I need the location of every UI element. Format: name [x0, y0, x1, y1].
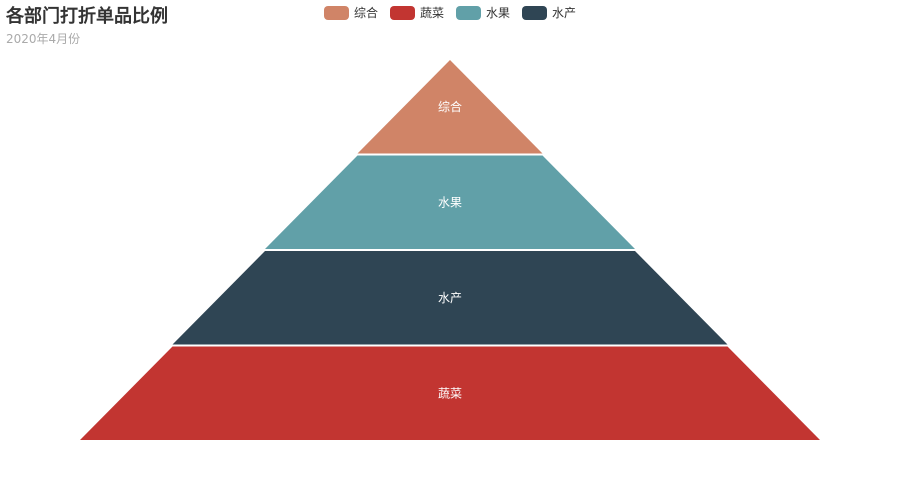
legend-label-zonghe: 综合 [353, 6, 378, 20]
legend: 综合 蔬菜 水果 水产 [0, 4, 900, 21]
legend-item-zonghe[interactable]: 综合 [323, 4, 378, 21]
legend-label-shuiguo: 水果 [486, 6, 511, 20]
chart-subtitle: 2020年4月份 [6, 32, 81, 46]
funnel-label-zonghe: 综合 [438, 99, 462, 114]
funnel-segment-zonghe[interactable] [357, 60, 543, 154]
legend-label-shucai: 蔬菜 [419, 6, 444, 20]
legend-swatch-zonghe [323, 5, 349, 20]
legend-item-shucai[interactable]: 蔬菜 [389, 4, 444, 21]
funnel-segment-shuichan[interactable] [172, 251, 728, 345]
legend-label-shuichan: 水产 [552, 6, 577, 20]
funnel-segment-shuiguo[interactable] [265, 155, 635, 250]
legend-item-shuichan[interactable]: 水产 [522, 4, 576, 21]
funnel-segment-shucai[interactable] [80, 346, 820, 441]
legend-swatch-shuichan [522, 5, 548, 20]
funnel-label-shuichan: 水产 [438, 291, 462, 305]
legend-item-shuiguo[interactable]: 水果 [456, 4, 510, 21]
chart-title: 各部门打折单品比例 [6, 6, 168, 27]
funnel-label-shuiguo: 水果 [438, 195, 462, 209]
legend-swatch-shuiguo [456, 5, 481, 20]
funnel-label-shucai: 蔬菜 [438, 386, 462, 400]
legend-swatch-shucai [389, 5, 415, 20]
